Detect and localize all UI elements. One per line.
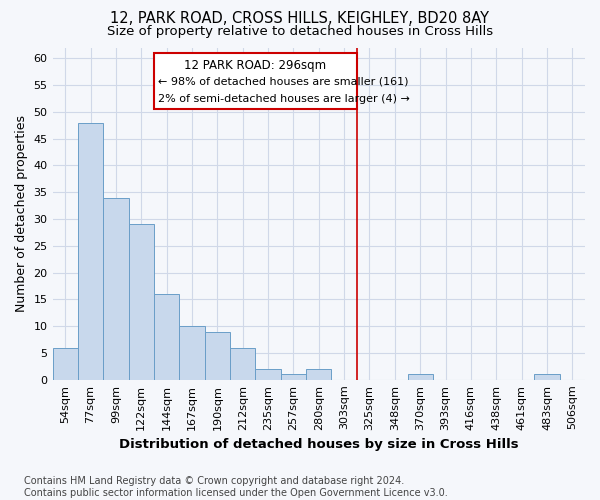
Text: Contains HM Land Registry data © Crown copyright and database right 2024.
Contai: Contains HM Land Registry data © Crown c…	[24, 476, 448, 498]
Text: 2% of semi-detached houses are larger (4) →: 2% of semi-detached houses are larger (4…	[158, 94, 410, 104]
Bar	[407, 374, 433, 380]
Bar	[230, 348, 256, 380]
Bar	[103, 198, 128, 380]
Y-axis label: Number of detached properties: Number of detached properties	[15, 115, 28, 312]
Bar	[154, 294, 179, 380]
Bar	[53, 348, 78, 380]
Bar	[154, 53, 357, 109]
Text: ← 98% of detached houses are smaller (161): ← 98% of detached houses are smaller (16…	[158, 77, 408, 87]
Text: 12 PARK ROAD: 296sqm: 12 PARK ROAD: 296sqm	[184, 60, 326, 72]
Text: 12, PARK ROAD, CROSS HILLS, KEIGHLEY, BD20 8AY: 12, PARK ROAD, CROSS HILLS, KEIGHLEY, BD…	[110, 11, 490, 26]
Bar	[256, 369, 281, 380]
Bar	[78, 122, 103, 380]
Bar	[179, 326, 205, 380]
Bar	[128, 224, 154, 380]
X-axis label: Distribution of detached houses by size in Cross Hills: Distribution of detached houses by size …	[119, 438, 518, 451]
Bar	[281, 374, 306, 380]
Bar	[534, 374, 560, 380]
Text: Size of property relative to detached houses in Cross Hills: Size of property relative to detached ho…	[107, 25, 493, 38]
Bar	[205, 332, 230, 380]
Bar	[306, 369, 331, 380]
